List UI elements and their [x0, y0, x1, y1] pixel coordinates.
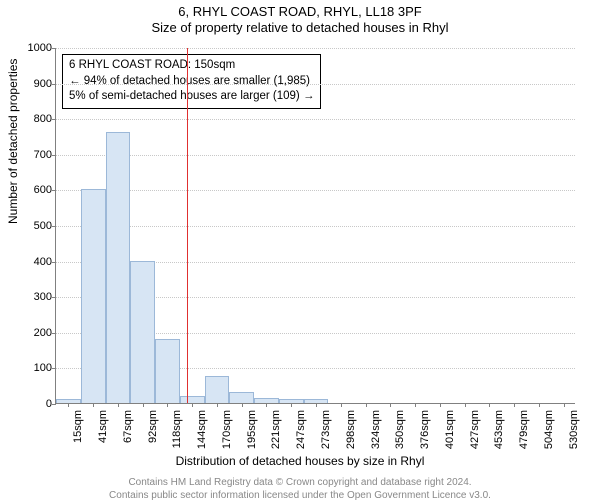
x-tick-label: 376sqm: [419, 410, 431, 460]
histogram-bar: [205, 376, 230, 403]
x-tick-mark: [217, 403, 218, 407]
y-tick-label: 0: [46, 398, 52, 410]
histogram-bar: [106, 132, 131, 403]
y-tick-label: 100: [34, 362, 52, 374]
x-tick-label: 15sqm: [72, 410, 84, 460]
histogram-bar: [155, 339, 180, 403]
x-tick-mark: [167, 403, 168, 407]
y-tick-label: 900: [34, 78, 52, 90]
info-line-2: ← 94% of detached houses are smaller (1,…: [69, 74, 314, 90]
x-tick-label: 453sqm: [493, 410, 505, 460]
gridline: [56, 155, 575, 156]
y-tick-label: 500: [34, 220, 52, 232]
y-tick-label: 200: [34, 327, 52, 339]
y-tick-label: 400: [34, 256, 52, 268]
x-tick-label: 324sqm: [370, 410, 382, 460]
x-tick-mark: [489, 403, 490, 407]
x-tick-label: 273sqm: [320, 410, 332, 460]
histogram-bar: [180, 396, 205, 403]
x-tick-mark: [266, 403, 267, 407]
x-tick-label: 298sqm: [345, 410, 357, 460]
gridline: [56, 190, 575, 191]
y-tick-mark: [52, 333, 56, 334]
x-tick-label: 401sqm: [444, 410, 456, 460]
histogram-bar: [130, 261, 155, 403]
y-tick-label: 600: [34, 184, 52, 196]
y-tick-mark: [52, 119, 56, 120]
gridline: [56, 84, 575, 85]
x-tick-mark: [514, 403, 515, 407]
x-tick-mark: [143, 403, 144, 407]
footer-line-1: Contains HM Land Registry data © Crown c…: [0, 476, 600, 489]
y-tick-label: 300: [34, 291, 52, 303]
x-tick-mark: [341, 403, 342, 407]
x-tick-label: 247sqm: [295, 410, 307, 460]
y-tick-label: 800: [34, 113, 52, 125]
x-tick-label: 144sqm: [196, 410, 208, 460]
x-tick-label: 195sqm: [246, 410, 258, 460]
x-tick-label: 350sqm: [394, 410, 406, 460]
y-tick-mark: [52, 297, 56, 298]
x-tick-label: 41sqm: [97, 410, 109, 460]
histogram-bar: [229, 392, 254, 403]
x-tick-mark: [366, 403, 367, 407]
x-tick-mark: [316, 403, 317, 407]
x-tick-label: 118sqm: [171, 410, 183, 460]
y-tick-mark: [52, 226, 56, 227]
x-tick-mark: [539, 403, 540, 407]
y-tick-label: 1000: [28, 42, 52, 54]
gridline: [56, 226, 575, 227]
page-subtitle: Size of property relative to detached ho…: [0, 20, 600, 36]
x-tick-mark: [390, 403, 391, 407]
x-tick-label: 92sqm: [147, 410, 159, 460]
x-tick-mark: [291, 403, 292, 407]
x-tick-mark: [242, 403, 243, 407]
y-axis-label: Number of detached properties: [6, 59, 20, 224]
y-tick-mark: [52, 48, 56, 49]
gridline: [56, 119, 575, 120]
info-box: 6 RHYL COAST ROAD: 150sqm ← 94% of detac…: [62, 54, 321, 109]
x-tick-label: 504sqm: [543, 410, 555, 460]
y-tick-mark: [52, 368, 56, 369]
x-tick-mark: [192, 403, 193, 407]
y-tick-mark: [52, 190, 56, 191]
x-tick-mark: [440, 403, 441, 407]
y-tick-mark: [52, 262, 56, 263]
x-tick-mark: [93, 403, 94, 407]
y-tick-mark: [52, 155, 56, 156]
x-tick-mark: [564, 403, 565, 407]
reference-line: [187, 48, 188, 403]
x-tick-label: 170sqm: [221, 410, 233, 460]
y-tick-label: 700: [34, 149, 52, 161]
gridline: [56, 48, 575, 49]
x-axis-label: Distribution of detached houses by size …: [0, 454, 600, 468]
x-tick-label: 479sqm: [518, 410, 530, 460]
histogram-bar: [81, 189, 106, 403]
info-line-1: 6 RHYL COAST ROAD: 150sqm: [69, 58, 314, 74]
x-tick-mark: [118, 403, 119, 407]
x-tick-mark: [465, 403, 466, 407]
y-tick-mark: [52, 84, 56, 85]
x-tick-mark: [68, 403, 69, 407]
x-tick-mark: [415, 403, 416, 407]
page-title: 6, RHYL COAST ROAD, RHYL, LL18 3PF: [0, 4, 600, 20]
x-tick-label: 67sqm: [122, 410, 134, 460]
x-tick-label: 221sqm: [270, 410, 282, 460]
x-tick-label: 530sqm: [568, 410, 580, 460]
footer-line-2: Contains public sector information licen…: [0, 489, 600, 500]
info-line-3: 5% of semi-detached houses are larger (1…: [69, 89, 314, 105]
y-tick-mark: [52, 404, 56, 405]
plot-area: 6 RHYL COAST ROAD: 150sqm ← 94% of detac…: [55, 48, 575, 404]
x-tick-label: 427sqm: [469, 410, 481, 460]
footer: Contains HM Land Registry data © Crown c…: [0, 476, 600, 500]
chart-container: 6, RHYL COAST ROAD, RHYL, LL18 3PF Size …: [0, 4, 600, 500]
